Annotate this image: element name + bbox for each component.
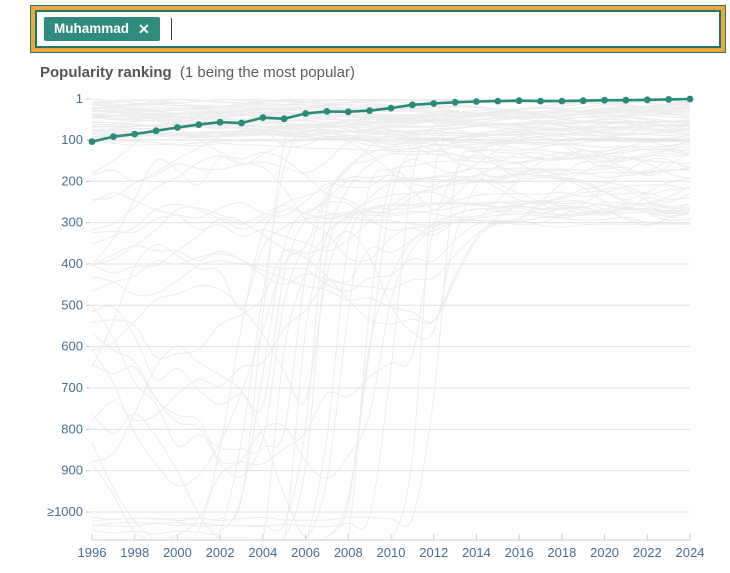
muhammad-data-point (131, 130, 139, 138)
muhammad-data-point (409, 101, 416, 109)
svg-text:100: 100 (61, 132, 83, 147)
muhammad-data-point (430, 100, 438, 107)
chart-gridlines (86, 98, 690, 513)
svg-text:1998: 1998 (120, 545, 149, 560)
muhammad-data-point (686, 95, 694, 103)
svg-text:2006: 2006 (291, 545, 320, 560)
svg-text:1996: 1996 (78, 545, 107, 560)
muhammad-data-point (387, 104, 395, 112)
y-axis-labels: 1 100 200 300 400 500 600 700 800 900 ≥1000 (47, 91, 83, 519)
svg-text:≥1000: ≥1000 (47, 504, 83, 519)
svg-text:2012: 2012 (419, 545, 448, 560)
svg-text:400: 400 (61, 256, 83, 271)
svg-text:2020: 2020 (590, 545, 619, 560)
svg-text:2010: 2010 (377, 545, 406, 560)
muhammad-data-point (302, 110, 309, 117)
muhammad-data-point (323, 108, 331, 115)
muhammad-data-point (366, 107, 373, 114)
svg-text:900: 900 (61, 463, 83, 478)
muhammad-data-point (88, 138, 96, 146)
svg-text:2022: 2022 (633, 545, 662, 560)
svg-text:800: 800 (61, 421, 83, 436)
muhammad-data-point (579, 97, 587, 105)
svg-text:2018: 2018 (547, 545, 576, 560)
muhammad-data-point (643, 96, 651, 104)
muhammad-data-point (601, 96, 608, 104)
muhammad-data-point (238, 119, 245, 127)
chart-title-note: (1 being the most popular) (179, 64, 355, 81)
muhammad-series (88, 95, 694, 146)
chip-label: Muhammad (54, 21, 130, 37)
muhammad-data-point (344, 108, 352, 116)
svg-text:2024: 2024 (676, 545, 705, 560)
chart-title-main: Popularity ranking (40, 64, 172, 81)
svg-text:2002: 2002 (206, 545, 235, 560)
svg-text:500: 500 (61, 297, 83, 312)
muhammad-data-point (537, 97, 544, 105)
svg-text:2000: 2000 (163, 545, 192, 560)
muhammad-data-point (558, 97, 566, 105)
muhammad-data-point (152, 127, 160, 135)
muhammad-data-point (110, 133, 117, 141)
muhammad-data-point (665, 96, 672, 103)
text-caret (170, 18, 173, 40)
background-name-lines (92, 98, 690, 538)
muhammad-data-point (280, 115, 288, 123)
svg-text:2014: 2014 (462, 545, 491, 560)
svg-text:700: 700 (61, 380, 83, 395)
svg-text:300: 300 (61, 215, 83, 230)
muhammad-data-point (622, 96, 630, 104)
muhammad-data-point (473, 98, 480, 105)
muhammad-data-point (216, 118, 224, 126)
chart-title: Popularity ranking (1 being the most pop… (40, 64, 355, 81)
remove-chip-icon[interactable]: ✕ (138, 21, 150, 37)
x-axis: 1996 1998 2000 2002 2004 2006 2008 2010 2012 2014… (78, 534, 705, 560)
svg-text:2004: 2004 (248, 545, 277, 560)
muhammad-data-point (451, 98, 459, 106)
muhammad-data-point (515, 97, 523, 105)
svg-text:1: 1 (76, 91, 83, 106)
muhammad-data-point (195, 121, 203, 128)
muhammad-data-point (174, 124, 181, 131)
svg-text:2008: 2008 (334, 545, 363, 560)
svg-text:200: 200 (61, 173, 83, 188)
muhammad-data-point (259, 114, 267, 121)
svg-text:600: 600 (61, 339, 83, 354)
muhammad-data-point (494, 97, 502, 105)
svg-text:2016: 2016 (505, 545, 534, 560)
name-search-box[interactable]: Muhammad ✕ (35, 10, 721, 48)
selected-name-chip[interactable]: Muhammad ✕ (44, 17, 160, 41)
